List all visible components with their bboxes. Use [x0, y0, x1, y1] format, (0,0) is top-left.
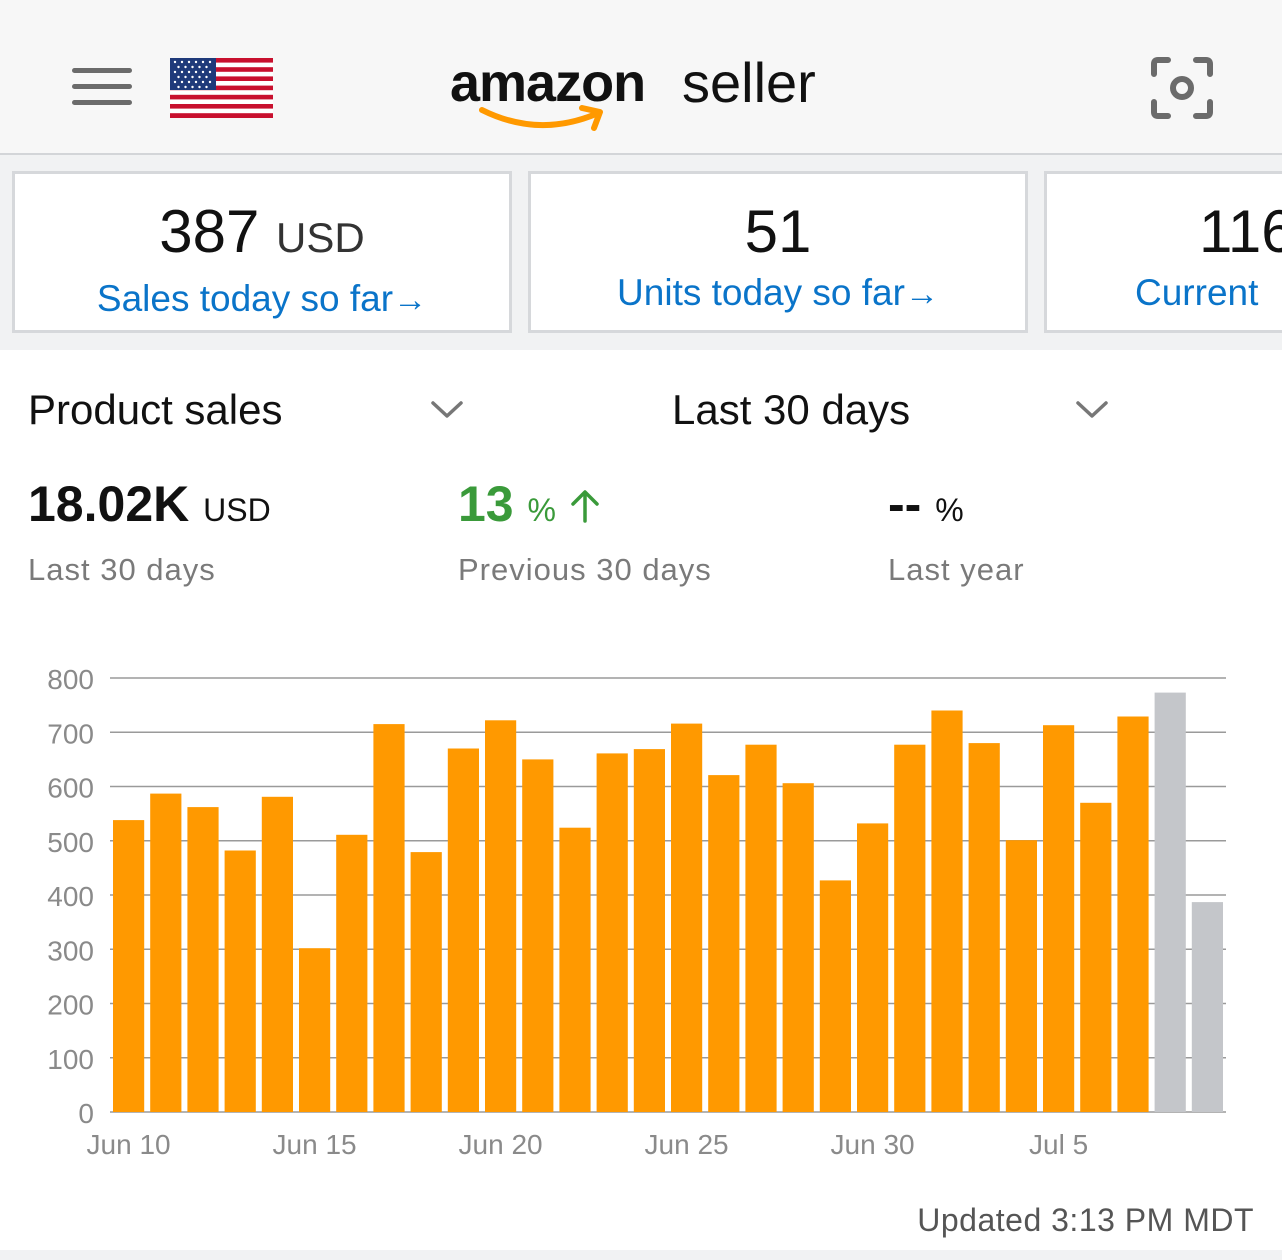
- sales-bar[interactable]: [857, 823, 889, 1112]
- yoy-value: --: [888, 476, 922, 532]
- logo-word-amazon: amazon: [450, 53, 646, 113]
- sales-bar[interactable]: [819, 880, 851, 1112]
- sales-bar[interactable]: [485, 720, 517, 1112]
- sales-bar-chart: 0 100 200 300 400 500 600 700 800 Jun 10 Jun 15 Jun…: [47, 664, 1226, 1160]
- yoy-line: -- %: [888, 476, 1025, 538]
- summary-tiles: 387 USD Sales today so far→ 51 Units tod…: [0, 157, 1282, 350]
- sales-bar[interactable]: [931, 710, 963, 1113]
- total-sales-line: 18.02K USD: [28, 476, 271, 538]
- updated-timestamp: Updated 3:13 PM MDT: [917, 1202, 1254, 1238]
- sales-today-tile[interactable]: 387 USD Sales today so far→: [12, 171, 512, 333]
- y-tick-label: 100: [47, 1044, 94, 1075]
- current-value: 116: [1199, 198, 1282, 265]
- sales-bar[interactable]: [261, 796, 293, 1112]
- amazon-smile-icon: [479, 105, 603, 131]
- change-metric: 13 % Previous 30 days: [458, 476, 712, 588]
- y-tick-label: 700: [47, 718, 94, 749]
- amazon-seller-logo: amazon seller: [450, 51, 840, 132]
- sales-bar[interactable]: [708, 775, 740, 1112]
- chevron-down-icon[interactable]: [430, 400, 464, 420]
- camera-scan-icon[interactable]: [1150, 56, 1214, 120]
- x-tick-label: Jun 15: [273, 1129, 357, 1160]
- sales-bar[interactable]: [1043, 725, 1075, 1112]
- sales-bar[interactable]: [373, 724, 405, 1112]
- yoy-label: Last year: [888, 552, 1025, 587]
- current-tile[interactable]: 116 Current: [1044, 171, 1282, 333]
- units-today-value: 51: [744, 198, 812, 265]
- y-tick-label: 500: [47, 827, 94, 858]
- x-tick-label: Jun 20: [459, 1129, 543, 1160]
- current-link[interactable]: Current: [1135, 272, 1282, 314]
- y-tick-label: 600: [47, 773, 94, 804]
- sales-bar[interactable]: [336, 834, 368, 1112]
- y-tick-label: 300: [47, 935, 94, 966]
- units-today-label: Units today so far: [617, 272, 905, 313]
- sales-bar[interactable]: [113, 820, 145, 1112]
- sales-panel: Product sales Last 30 days 18.02K USD La…: [0, 350, 1282, 1250]
- change-value: 13: [458, 476, 514, 532]
- change-unit: %: [527, 492, 556, 528]
- sales-bar[interactable]: [596, 753, 628, 1112]
- metric-selector[interactable]: Product sales: [28, 386, 283, 433]
- sales-bar[interactable]: [1005, 840, 1037, 1112]
- units-today-link[interactable]: Units today so far→: [531, 272, 1025, 314]
- sales-today-value-line: 387 USD: [15, 196, 509, 274]
- sales-bar[interactable]: [187, 807, 219, 1112]
- units-today-tile[interactable]: 51 Units today so far→: [528, 171, 1028, 333]
- sales-bar[interactable]: [1117, 716, 1149, 1113]
- sales-bar[interactable]: [894, 744, 926, 1112]
- total-sales-unit: USD: [203, 492, 271, 528]
- arrow-up-icon: [571, 490, 599, 523]
- arrow-right-icon: →: [393, 281, 428, 319]
- total-sales-metric: 18.02K USD Last 30 days: [28, 476, 271, 588]
- x-tick-label: Jun 25: [645, 1129, 729, 1160]
- sales-bar[interactable]: [522, 759, 554, 1112]
- sales-bar[interactable]: [671, 723, 703, 1112]
- hamburger-menu-icon[interactable]: [72, 68, 132, 108]
- sales-bar[interactable]: [1080, 802, 1112, 1112]
- total-sales-value: 18.02K: [28, 476, 190, 532]
- sales-bar[interactable]: [968, 743, 1000, 1112]
- range-selector[interactable]: Last 30 days: [672, 386, 911, 433]
- current-value-line: 116: [1135, 196, 1282, 268]
- sales-bar[interactable]: [299, 948, 331, 1112]
- y-tick-label: 400: [47, 881, 94, 912]
- sales-bar-today[interactable]: [1154, 692, 1186, 1112]
- x-tick-label: Jul 5: [1029, 1129, 1088, 1160]
- chevron-down-icon[interactable]: [1075, 400, 1109, 420]
- sales-bar[interactable]: [745, 744, 777, 1112]
- change-line: 13 %: [458, 476, 712, 538]
- sales-bar[interactable]: [224, 850, 256, 1113]
- change-label: Previous 30 days: [458, 552, 712, 587]
- sales-bar[interactable]: [447, 748, 479, 1113]
- sales-bar-today[interactable]: [1191, 902, 1223, 1112]
- sales-today-label: Sales today so far: [96, 278, 394, 319]
- total-sales-label: Last 30 days: [28, 552, 216, 587]
- app-header: amazon seller: [0, 0, 1282, 155]
- x-tick-label: Jun 30: [831, 1129, 915, 1160]
- current-label: Current: [1135, 272, 1259, 313]
- sales-today-value: 387: [159, 198, 260, 265]
- arrow-right-icon: →: [904, 275, 939, 313]
- sales-bar[interactable]: [150, 793, 182, 1112]
- yoy-metric: -- % Last year: [888, 476, 1025, 588]
- units-today-value-line: 51: [531, 196, 1025, 268]
- y-tick-label: 0: [78, 1098, 94, 1129]
- yoy-unit: %: [935, 492, 964, 528]
- sales-today-unit: USD: [276, 214, 365, 261]
- x-tick-label: Jun 10: [87, 1129, 171, 1160]
- logo-word-seller: seller: [682, 51, 816, 114]
- sales-today-link[interactable]: Sales today so far→: [15, 278, 509, 320]
- us-flag-icon[interactable]: [170, 58, 273, 118]
- y-tick-label: 800: [47, 664, 94, 695]
- sales-bar[interactable]: [410, 852, 442, 1112]
- sales-bar[interactable]: [559, 827, 591, 1112]
- sales-bar[interactable]: [633, 749, 665, 1112]
- sales-bar[interactable]: [782, 783, 814, 1112]
- y-tick-label: 200: [47, 990, 94, 1021]
